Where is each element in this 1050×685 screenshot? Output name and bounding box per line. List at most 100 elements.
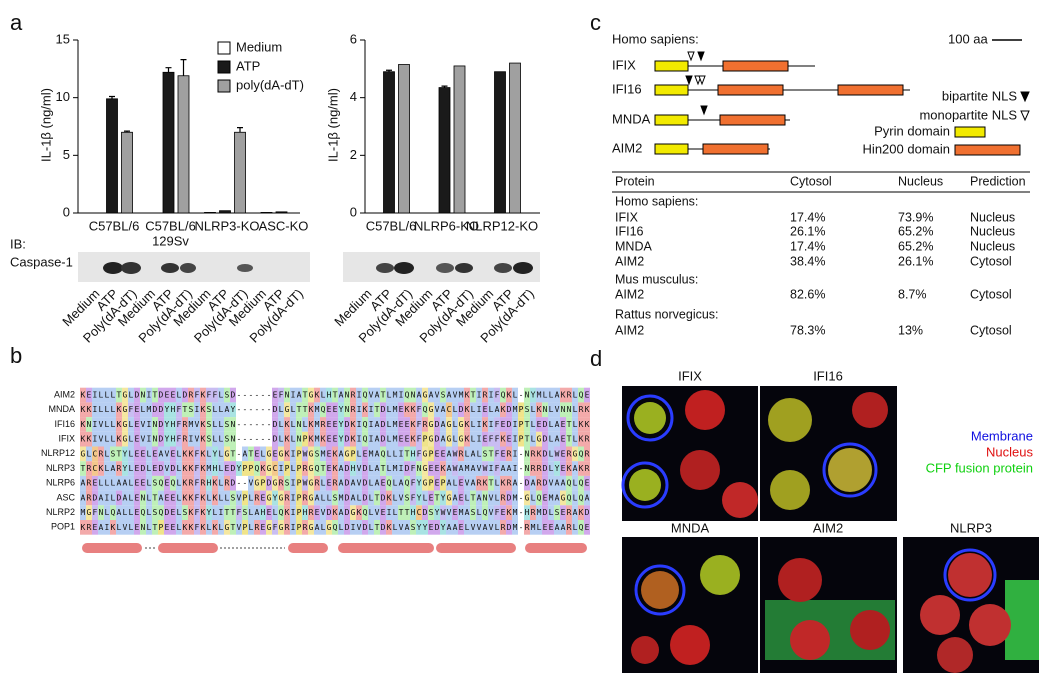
y-tick-label: 4	[350, 89, 357, 104]
residue-shade	[374, 475, 380, 491]
residue-shade	[128, 431, 134, 447]
residue-shade	[416, 446, 422, 462]
residue-shade	[548, 417, 554, 432]
residue-shade	[176, 461, 182, 476]
table-cell: 17.4%	[790, 239, 825, 253]
residue-shade	[476, 475, 482, 491]
residue-shade	[224, 387, 230, 403]
residue-shade	[278, 520, 284, 535]
residue-shade	[338, 446, 344, 462]
residue-shade	[518, 431, 524, 447]
residue-shade	[218, 387, 224, 403]
residue-shade	[452, 475, 458, 491]
residue-shade	[230, 461, 236, 476]
protein-label: MNDA	[612, 111, 651, 126]
table-cell: Nucleus	[970, 224, 1015, 238]
residue-shade	[140, 475, 146, 491]
residue-shade	[206, 402, 212, 418]
legend-swatch	[217, 41, 231, 55]
residue-shade	[548, 431, 554, 447]
residue-shade	[566, 461, 572, 476]
residue-shade	[350, 417, 356, 432]
residue-shade	[524, 505, 530, 520]
residue-shade	[494, 402, 500, 418]
residue-shade	[254, 490, 260, 506]
residue-shade	[482, 520, 488, 535]
residue-shade	[266, 461, 272, 476]
residue-shade	[530, 417, 536, 432]
residue-shade	[398, 505, 404, 520]
residue-shade	[146, 446, 152, 462]
residue-shade	[548, 490, 554, 506]
residue-shade	[242, 505, 248, 520]
residue-shade	[356, 402, 362, 418]
residue-shade	[230, 490, 236, 506]
residue-shade	[458, 387, 464, 403]
residue-shade	[422, 490, 428, 506]
x-tick-label: NLRP6-KO	[414, 218, 479, 233]
residue-shade	[374, 505, 380, 520]
blot-label: Caspase-1	[10, 254, 73, 269]
residue-shade	[434, 461, 440, 476]
residue-shade	[368, 387, 374, 403]
residue-shade	[110, 475, 116, 491]
residue-shade	[338, 490, 344, 506]
residue-shade	[488, 431, 494, 447]
residue-shade	[86, 461, 92, 476]
table-cell: Rattus norvegicus:	[615, 307, 719, 321]
residue-shade	[248, 505, 254, 520]
x-tick-label: C57BL/6	[89, 218, 140, 233]
residue-shade	[380, 505, 386, 520]
residue-shade	[506, 402, 512, 418]
residue-shade	[176, 520, 182, 535]
residue-shade	[224, 446, 230, 462]
residue-shade	[314, 431, 320, 447]
residue-shade	[398, 431, 404, 447]
residue-shade	[452, 387, 458, 403]
residue-shade	[410, 475, 416, 491]
residue-shade	[482, 446, 488, 462]
residue-shade	[152, 461, 158, 476]
residue-shade	[368, 446, 374, 462]
residue-shade	[272, 505, 278, 520]
residue-shade	[404, 402, 410, 418]
residue-shade	[566, 490, 572, 506]
residue-shade	[320, 446, 326, 462]
residue-shade	[518, 402, 524, 418]
legend-label: ATP	[236, 58, 260, 73]
residue-shade	[560, 431, 566, 447]
residue-shade	[290, 402, 296, 418]
residue-shade	[308, 446, 314, 462]
residue-shade	[518, 417, 524, 432]
residue-shade	[476, 505, 482, 520]
residue-shade	[248, 520, 254, 535]
residue-shade	[416, 402, 422, 418]
residue-shade	[476, 520, 482, 535]
residue-shade	[140, 461, 146, 476]
residue-shade	[542, 417, 548, 432]
residue-shade	[254, 520, 260, 535]
residue-shade	[260, 475, 266, 491]
residue-shade	[290, 446, 296, 462]
residue-shade	[464, 402, 470, 418]
residue-shade	[386, 402, 392, 418]
residue-shade	[194, 490, 200, 506]
y-tick-label: 6	[350, 31, 357, 46]
residue-shade	[422, 387, 428, 403]
residue-shade	[308, 417, 314, 432]
residue-shade	[128, 402, 134, 418]
residue-shade	[500, 387, 506, 403]
residue-shade	[134, 402, 140, 418]
residue-shade	[272, 520, 278, 535]
residue-shade	[332, 417, 338, 432]
residue-shade	[230, 431, 236, 447]
residue-shade	[296, 505, 302, 520]
residue-shade	[218, 417, 224, 432]
residue-shade	[308, 387, 314, 403]
residue-shade	[464, 387, 470, 403]
residue-shade	[470, 446, 476, 462]
residue-shade	[524, 417, 530, 432]
residue-shade	[326, 475, 332, 491]
residue-shade	[440, 431, 446, 447]
residue-shade	[332, 387, 338, 403]
